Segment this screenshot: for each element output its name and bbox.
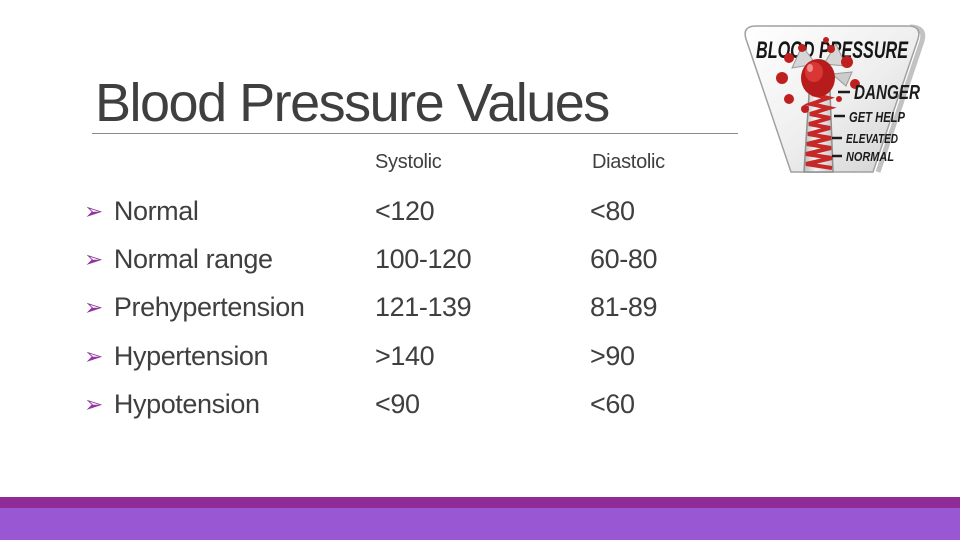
table-row: ➢ Hypertension >140 >90 <box>84 343 635 370</box>
diastolic-value: <80 <box>590 196 635 226</box>
diastolic-value: >90 <box>590 341 635 371</box>
thermometer-coil-icon <box>803 92 837 170</box>
systolic-value: 100-120 <box>375 244 472 274</box>
row-label: Prehypertension <box>113 292 305 322</box>
diastolic-value: 60-80 <box>590 244 658 274</box>
table-row: ➢ Hypotension <90 <60 <box>84 391 635 418</box>
page-title: Blood Pressure Values <box>95 73 610 133</box>
red-burst-icon <box>776 37 860 113</box>
bottom-bar-light <box>0 508 960 540</box>
gauge-tick-marks <box>832 90 850 158</box>
table-row: ➢ Prehypertension 121-139 81-89 <box>84 294 657 321</box>
bottom-bar-dark <box>0 497 960 508</box>
systolic-value: <90 <box>375 389 420 419</box>
bp-gauge-image: BLOOD PRESSURE <box>744 24 926 173</box>
glass-shard-icon <box>830 71 853 87</box>
gauge-label-elevated: ELEVATED <box>846 132 898 146</box>
bullet-arrow-icon: ➢ <box>84 343 103 369</box>
bullet-arrow-icon: ➢ <box>84 198 103 224</box>
gauge-label-normal: NORMAL <box>846 150 894 164</box>
column-header-diastolic: Diastolic <box>592 151 665 173</box>
systolic-value: 121-139 <box>375 292 472 322</box>
systolic-value: >140 <box>375 341 435 371</box>
glass-shard-icon <box>823 42 847 67</box>
table-row: ➢ Normal <120 <80 <box>84 198 635 225</box>
row-label: Hypotension <box>113 389 260 419</box>
row-label: Hypertension <box>113 341 269 371</box>
row-label: Normal range <box>113 244 273 274</box>
diastolic-value: 81-89 <box>590 292 658 322</box>
gauge-label-get-help: GET HELP <box>849 109 906 126</box>
gauge-label-danger: DANGER <box>854 82 920 104</box>
table-row: ➢ Normal range 100-120 60-80 <box>84 246 657 273</box>
bullet-arrow-icon: ➢ <box>84 294 103 320</box>
column-header-systolic: Systolic <box>375 151 442 173</box>
bullet-arrow-icon: ➢ <box>84 391 103 417</box>
diastolic-value: <60 <box>590 389 635 419</box>
row-label: Normal <box>113 196 199 226</box>
bullet-arrow-icon: ➢ <box>84 246 103 272</box>
title-underline <box>92 133 738 134</box>
systolic-value: <120 <box>375 196 435 226</box>
